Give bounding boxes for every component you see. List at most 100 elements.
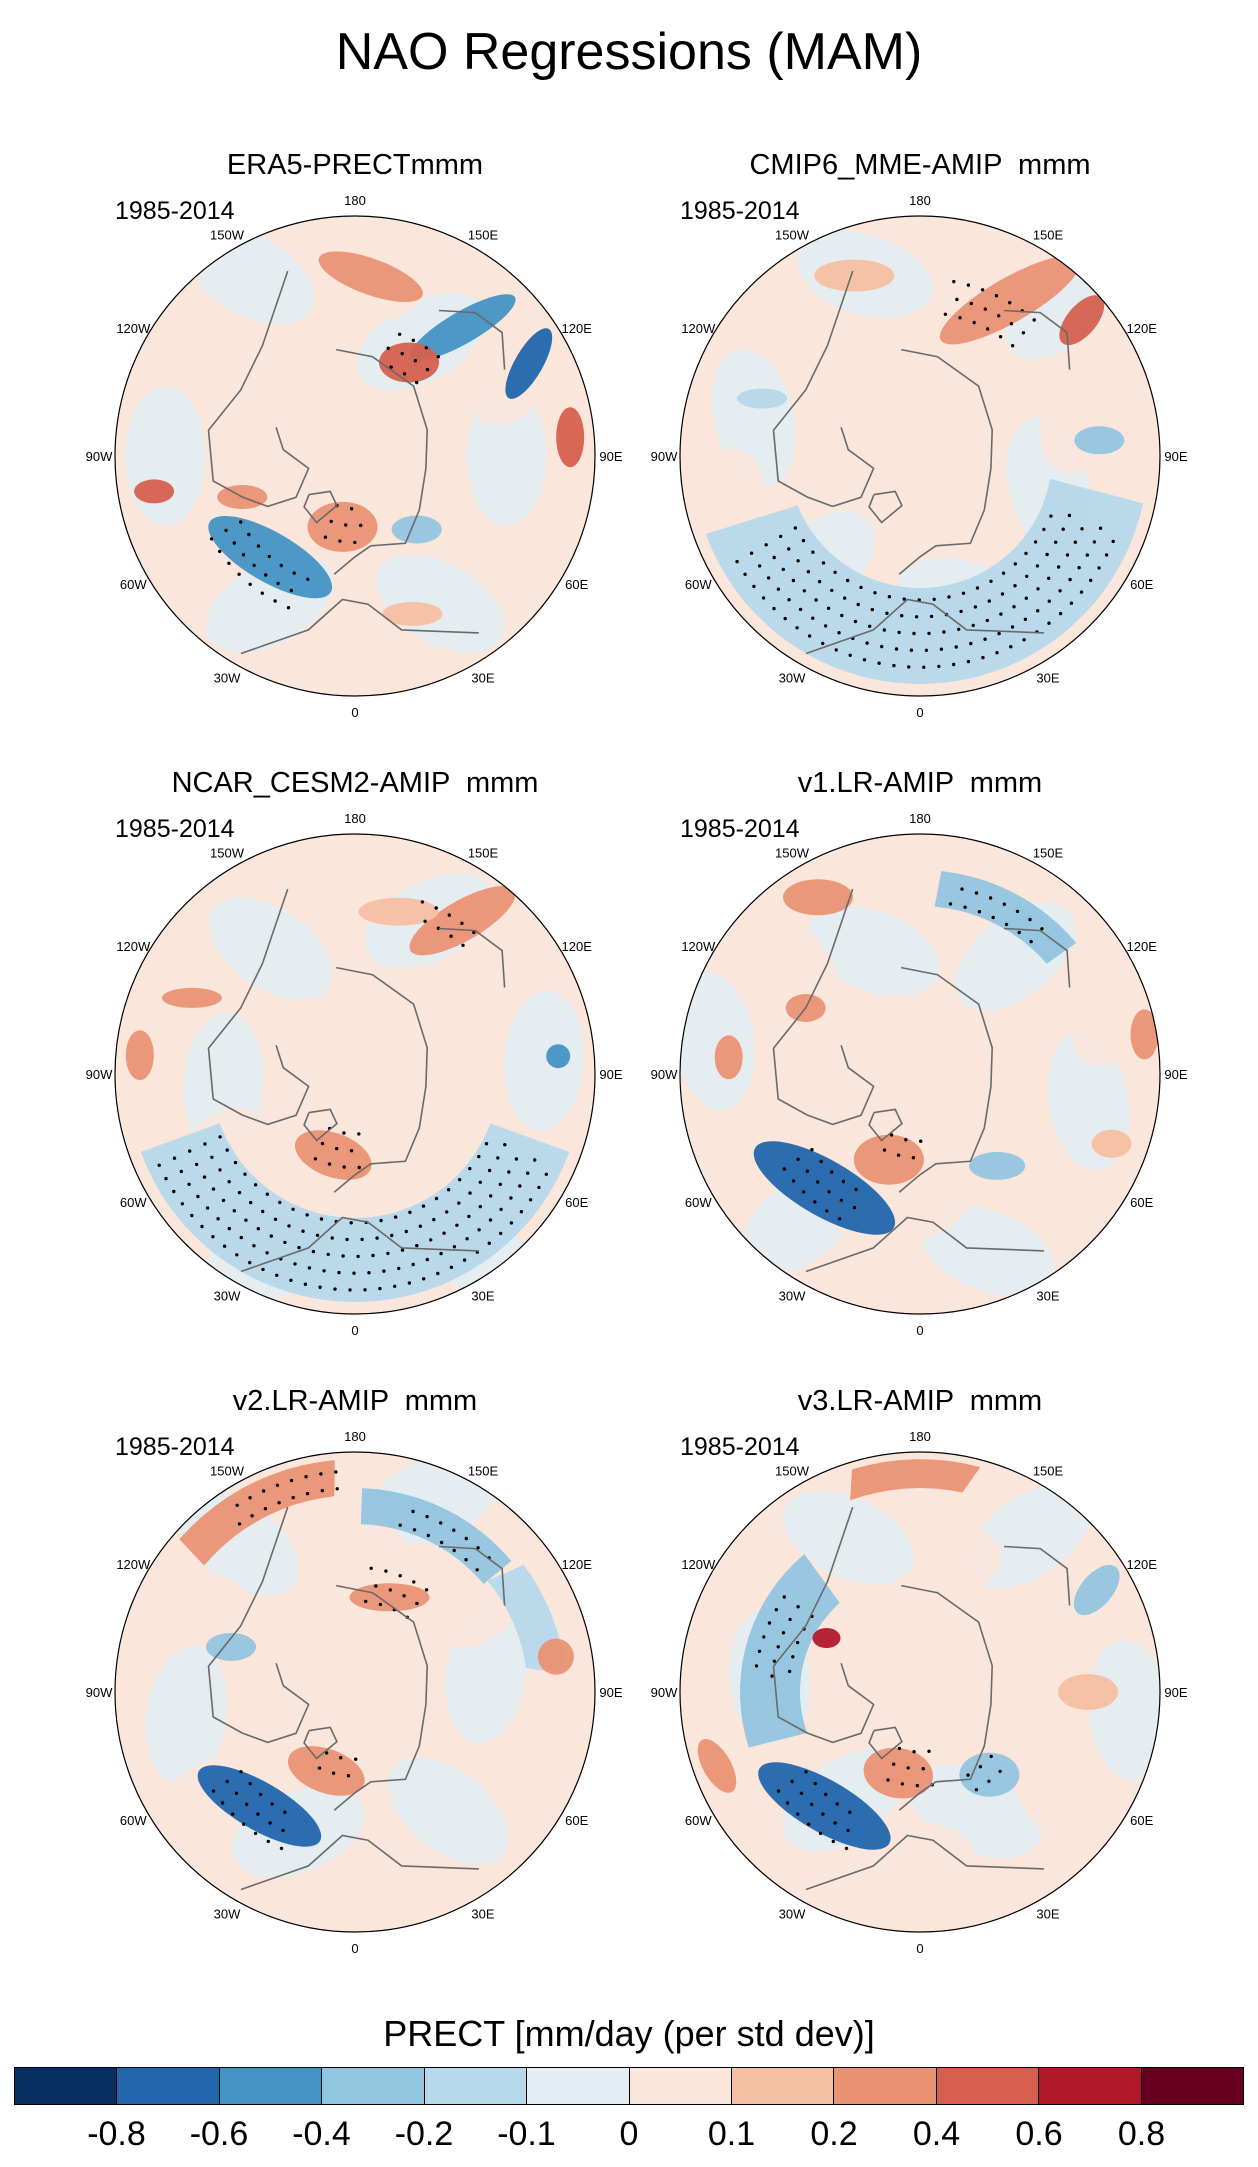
greenland-coast [868,490,903,524]
longitude-label: 30W [779,1289,806,1304]
significance-dot [337,1270,341,1275]
significance-dot [889,1133,894,1137]
significance-dot [776,587,781,591]
longitude-label: 60E [565,1813,588,1828]
longitude-label: 60W [120,577,147,592]
significance-dot [224,528,228,533]
anomaly-patch [782,1490,914,1585]
anomaly-patch [161,987,222,1008]
significance-dot [766,576,771,580]
longitude-label: 180 [344,811,366,826]
anomaly-patch [174,316,274,445]
anomaly-patch [814,259,895,292]
anomaly-patch [410,294,516,361]
significance-dot [164,1176,168,1181]
significance-dot [796,1157,800,1161]
significance-dot [795,1640,800,1645]
anomaly-patch [697,1738,737,1793]
anomaly-patch [382,601,443,626]
europe-africa-coast [805,1834,1044,1891]
significance-dot [203,1142,207,1146]
significance-dot [452,1528,456,1532]
significance-dot [973,605,978,609]
significance-dot [307,1266,312,1270]
significance-dot [319,1217,324,1221]
significance-dot [1104,553,1109,557]
colorbar-tick-label: 0 [619,2115,639,2153]
significance-dot [995,651,999,655]
significance-dot [411,338,415,342]
significance-dot [886,1778,890,1782]
significance-dot [425,1257,429,1262]
significance-dot [782,1167,786,1171]
longitude-label: 150E [1033,1463,1064,1478]
significance-dot [791,1179,796,1183]
significance-dot [981,655,985,660]
colorbar-box [15,2068,118,2104]
significance-dot [846,1828,850,1833]
significance-dot [1045,552,1049,557]
significance-dot [322,1269,326,1273]
period-label: 1985-2014 [680,1433,800,1461]
significance-dot [787,598,791,602]
significance-dot [959,609,963,614]
anomaly-patch [812,1628,841,1648]
significance-dot [341,1254,345,1258]
period-label: 1985-2014 [115,815,235,843]
colorbar-tick-label: -0.6 [189,2115,249,2153]
significance-dot [840,613,844,618]
significance-dot [218,549,222,554]
panel-title: v3.LR-AMIP mmm [797,1385,1043,1417]
significance-dot [348,1288,352,1292]
significance-dot [821,561,826,565]
significance-dot [814,598,818,602]
europe-africa-coast [240,598,479,655]
significance-dot [796,1605,800,1609]
significance-dot [397,1266,401,1271]
significance-dot [954,645,958,649]
significance-dot [281,1828,285,1833]
significance-dot [273,1217,278,1221]
significance-dot [826,606,831,610]
significance-dot [830,1170,834,1174]
period-label: 1985-2014 [680,197,800,225]
significance-dot [248,1781,252,1786]
significance-dot [488,1218,493,1222]
significance-dot [235,1503,239,1507]
significance-dot [987,1779,991,1783]
significance-dot [359,523,363,528]
significance-dot [1024,596,1028,600]
longitude-label: 30E [1036,671,1059,686]
significance-dot [394,1215,398,1219]
significance-dot [781,1631,786,1635]
colorbar-tick-label: -0.8 [87,2115,146,2153]
significance-dot [801,538,806,543]
greenland-coast [303,1726,338,1760]
significance-dot [303,1282,308,1286]
significance-dot [974,1788,979,1792]
panel-title: NCAR_CESM2-AMIP mmm [171,767,539,799]
anomaly-band [179,1460,335,1566]
field-layer [680,231,1143,684]
longitude-label: 0 [351,1941,358,1956]
significance-dot [846,578,850,583]
significance-dot [289,1278,293,1282]
significance-dot [835,1802,839,1806]
significance-dot [398,1574,402,1578]
significance-dot [334,1470,338,1474]
significance-dot [862,658,867,662]
significance-dot [932,597,936,601]
longitude-label: 30W [214,671,241,686]
significance-dot [241,553,246,557]
significance-dot [772,1659,777,1663]
north-america-coast [207,1506,310,1744]
significance-dot [955,297,959,302]
longitude-label: 150W [210,1463,245,1478]
anomaly-patch [125,1030,154,1081]
longitude-label: 150W [775,845,810,860]
significance-dot [327,1162,332,1166]
significance-dot [807,1822,811,1826]
significance-dot [449,1265,454,1269]
significance-dot [273,599,277,603]
significance-dot [795,626,799,630]
